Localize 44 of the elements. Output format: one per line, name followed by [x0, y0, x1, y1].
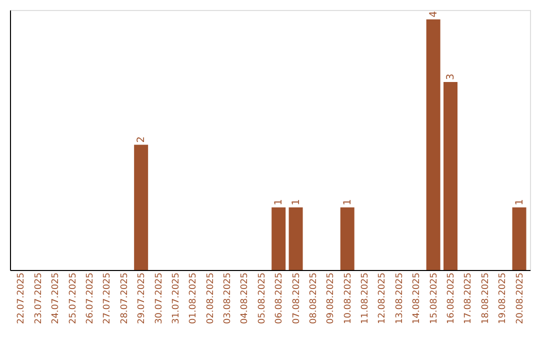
- x-tick-label: 23.07.2025: [34, 272, 44, 324]
- x-tick-label: 18.08.2025: [480, 272, 491, 324]
- bar: [340, 207, 354, 270]
- data-label: 3: [445, 74, 456, 80]
- data-label: 1: [342, 198, 354, 206]
- data-label: 2: [136, 136, 148, 143]
- x-tick-label: 03.08.2025: [223, 272, 234, 324]
- x-tick-label: 08.08.2025: [308, 272, 319, 324]
- x-tick-label: 29.07.2025: [137, 272, 148, 324]
- data-label: 1: [514, 198, 526, 206]
- x-tick-label: 27.07.2025: [102, 272, 113, 324]
- x-tick-label: 13.08.2025: [394, 272, 405, 324]
- x-tick-label: 16.08.2025: [446, 272, 456, 324]
- x-tick-label: 30.07.2025: [154, 272, 164, 324]
- x-tick-label: 12.08.2025: [378, 272, 388, 324]
- x-tick-label: 14.08.2025: [412, 272, 422, 324]
- x-tick-label: 19.08.2025: [498, 272, 508, 324]
- bar: [512, 207, 526, 270]
- bar: [426, 19, 440, 270]
- bar: [134, 144, 148, 270]
- x-tick-label: 01.08.2025: [188, 272, 199, 324]
- x-tick-label: 20.08.2025: [515, 272, 526, 324]
- x-tick-label: 07.08.2025: [292, 272, 302, 324]
- x-tick-label: 17.08.2025: [464, 272, 474, 324]
- x-tick-label: 15.08.2025: [429, 272, 440, 324]
- x-tick-label: 22.07.2025: [16, 272, 27, 324]
- bar: [288, 207, 303, 270]
- x-tick-label: 06.08.2025: [274, 272, 285, 324]
- x-tick-label: 25.07.2025: [68, 272, 78, 324]
- bar: [443, 82, 458, 270]
- x-tick-label: 28.07.2025: [120, 272, 130, 324]
- x-tick-label: 10.08.2025: [343, 272, 354, 324]
- x-tick-label: 02.08.2025: [206, 272, 216, 324]
- data-label: 4: [428, 11, 440, 18]
- x-tick-label: 05.08.2025: [257, 272, 268, 324]
- bar: [272, 207, 286, 270]
- x-tick-label: 26.07.2025: [86, 272, 96, 324]
- x-tick-label: 04.08.2025: [240, 272, 250, 324]
- x-tick-label: 11.08.2025: [360, 272, 371, 324]
- data-label: 1: [290, 198, 302, 206]
- x-tick-label: 24.07.2025: [51, 272, 62, 324]
- x-tick-label: 31.07.2025: [171, 272, 182, 324]
- x-tick-label: 09.08.2025: [326, 272, 336, 324]
- data-label: 1: [274, 198, 285, 206]
